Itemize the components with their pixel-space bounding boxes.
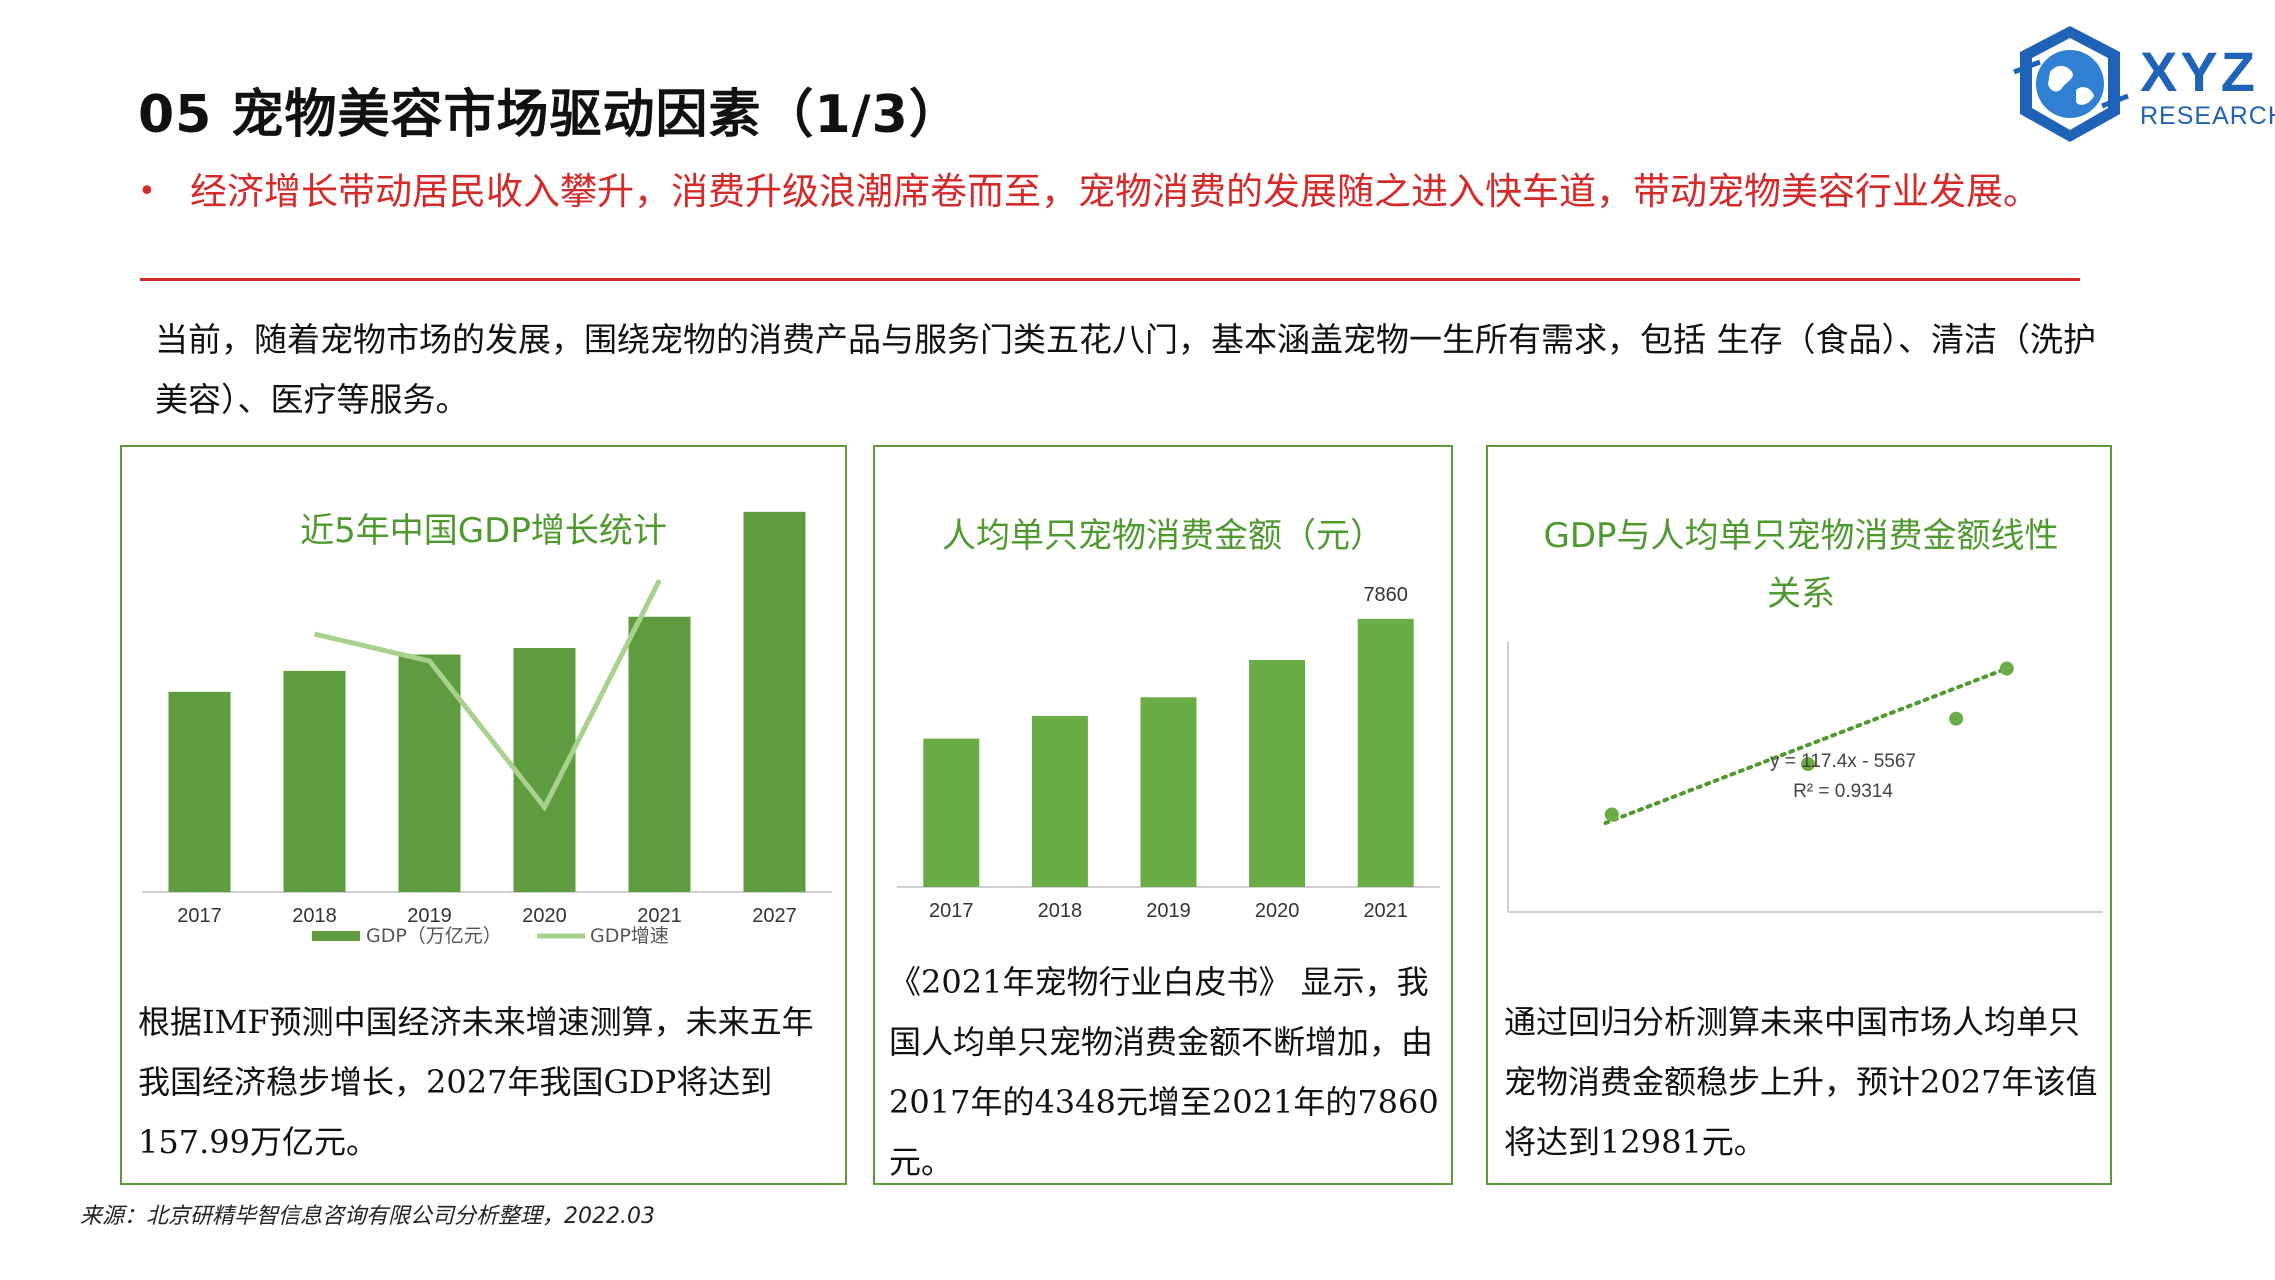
- source-note: 来源：北京研精毕智信息咨询有限公司分析整理，2022.03: [80, 1204, 655, 1229]
- pet-spending-panel-text: 《2021年宠物行业白皮书》 显示，我国人均单只宠物消费金额不断增加，由2017…: [889, 963, 1439, 1181]
- legend-label-growth: GDP增速: [590, 925, 669, 947]
- x-tick-label: 2020: [522, 905, 567, 927]
- gdp-bar: [168, 691, 231, 892]
- legend-label-gdp: GDP（万亿元）: [366, 925, 502, 947]
- x-tick-label: 2019: [1146, 900, 1191, 922]
- pet-spending-chart: 2017 2018 2019 2020 2021 7860: [897, 584, 1440, 922]
- pet-spending-chart-title: 人均单只宠物消费金额（元）: [942, 516, 1384, 556]
- divider: [140, 278, 2080, 281]
- logo-icon: [2013, 26, 2129, 142]
- x-tick-label: 2018: [292, 905, 337, 927]
- x-tick-label: 2027: [752, 905, 797, 927]
- trendline-equation: y = 117.4x - 5567: [1770, 751, 1916, 772]
- regression-chart-title: GDP与人均单只宠物消费金额线性关系: [1543, 516, 2059, 614]
- trendline: [1603, 663, 2016, 826]
- gdp-bar: [283, 670, 346, 892]
- x-tick-label: 2021: [1363, 900, 1408, 922]
- page-title: 05 宠物美容市场驱动因素（1/3）: [138, 85, 962, 145]
- x-tick-label: 2017: [929, 900, 974, 922]
- key-point-text: 经济增长带动居民收入攀升，消费升级浪潮席卷而至，宠物消费的发展随之进入快车道，带…: [190, 170, 2040, 213]
- legend-swatch-gdp: [312, 931, 360, 941]
- spending-bar: [923, 738, 980, 887]
- x-tick-label: 2020: [1255, 900, 1300, 922]
- x-tick-label: 2019: [407, 905, 452, 927]
- data-label: 7860: [1363, 584, 1408, 606]
- x-tick-label: 2017: [177, 905, 222, 927]
- gdp-bar: [513, 648, 576, 892]
- spending-bar: [1140, 697, 1197, 887]
- gdp-bar: [743, 511, 806, 892]
- scatter-point: [1604, 807, 1619, 822]
- gdp-panel-text: 根据IMF预测中国经济未来增速测算，未来五年我国经济稳步增长，2027年我国GD…: [138, 1003, 814, 1161]
- r-squared-label: R² = 0.9314: [1793, 781, 1893, 802]
- gdp-chart-title: 近5年中国GDP增长统计: [300, 511, 667, 551]
- gdp-panel: 近5年中国GDP增长统计 2017 2018 2019 2020 2021 2027 GDP…: [120, 445, 847, 1185]
- gdp-bar: [398, 654, 461, 892]
- x-tick-label: 2021: [637, 905, 682, 927]
- scatter-point: [1999, 661, 2014, 676]
- bullet-icon: •: [138, 174, 156, 209]
- spending-bar: [1031, 715, 1088, 887]
- logo-sub-text: RESEARCH: [2140, 102, 2275, 130]
- logo-main-text: XYZ: [2140, 40, 2258, 103]
- regression-panel-text: 通过回归分析测算未来中国市场人均单只宠物消费金额稳步上升，预计2027年该值将达…: [1504, 1003, 2098, 1161]
- regression-chart: y = 117.4x - 5567 R² = 0.9314: [1507, 642, 2103, 913]
- spending-bar: [1357, 618, 1414, 887]
- gdp-bar: [628, 616, 691, 892]
- gdp-growth-line: [313, 579, 662, 812]
- intro-paragraph: 当前，随着宠物市场的发展，围绕宠物的消费产品与服务门类五花八门，基本涵盖宠物一生…: [155, 320, 2096, 419]
- pet-spending-panel: 人均单只宠物消费金额（元） 2017 2018 2019 2020 2021 7860 《…: [873, 445, 1453, 1185]
- x-tick-label: 2018: [1038, 900, 1083, 922]
- gdp-chart: 2017 2018 2019 2020 2021 2027 GDP（万亿元） GDP增速: [142, 511, 832, 947]
- regression-panel: GDP与人均单只宠物消费金额线性关系 y = 117.4x - 5567 R² =…: [1486, 445, 2112, 1185]
- scatter-point: [1949, 711, 1964, 726]
- spending-bar: [1249, 660, 1306, 887]
- scatter-point: [1801, 757, 1816, 772]
- logo-text: XYZ RESEARCH: [2140, 40, 2275, 131]
